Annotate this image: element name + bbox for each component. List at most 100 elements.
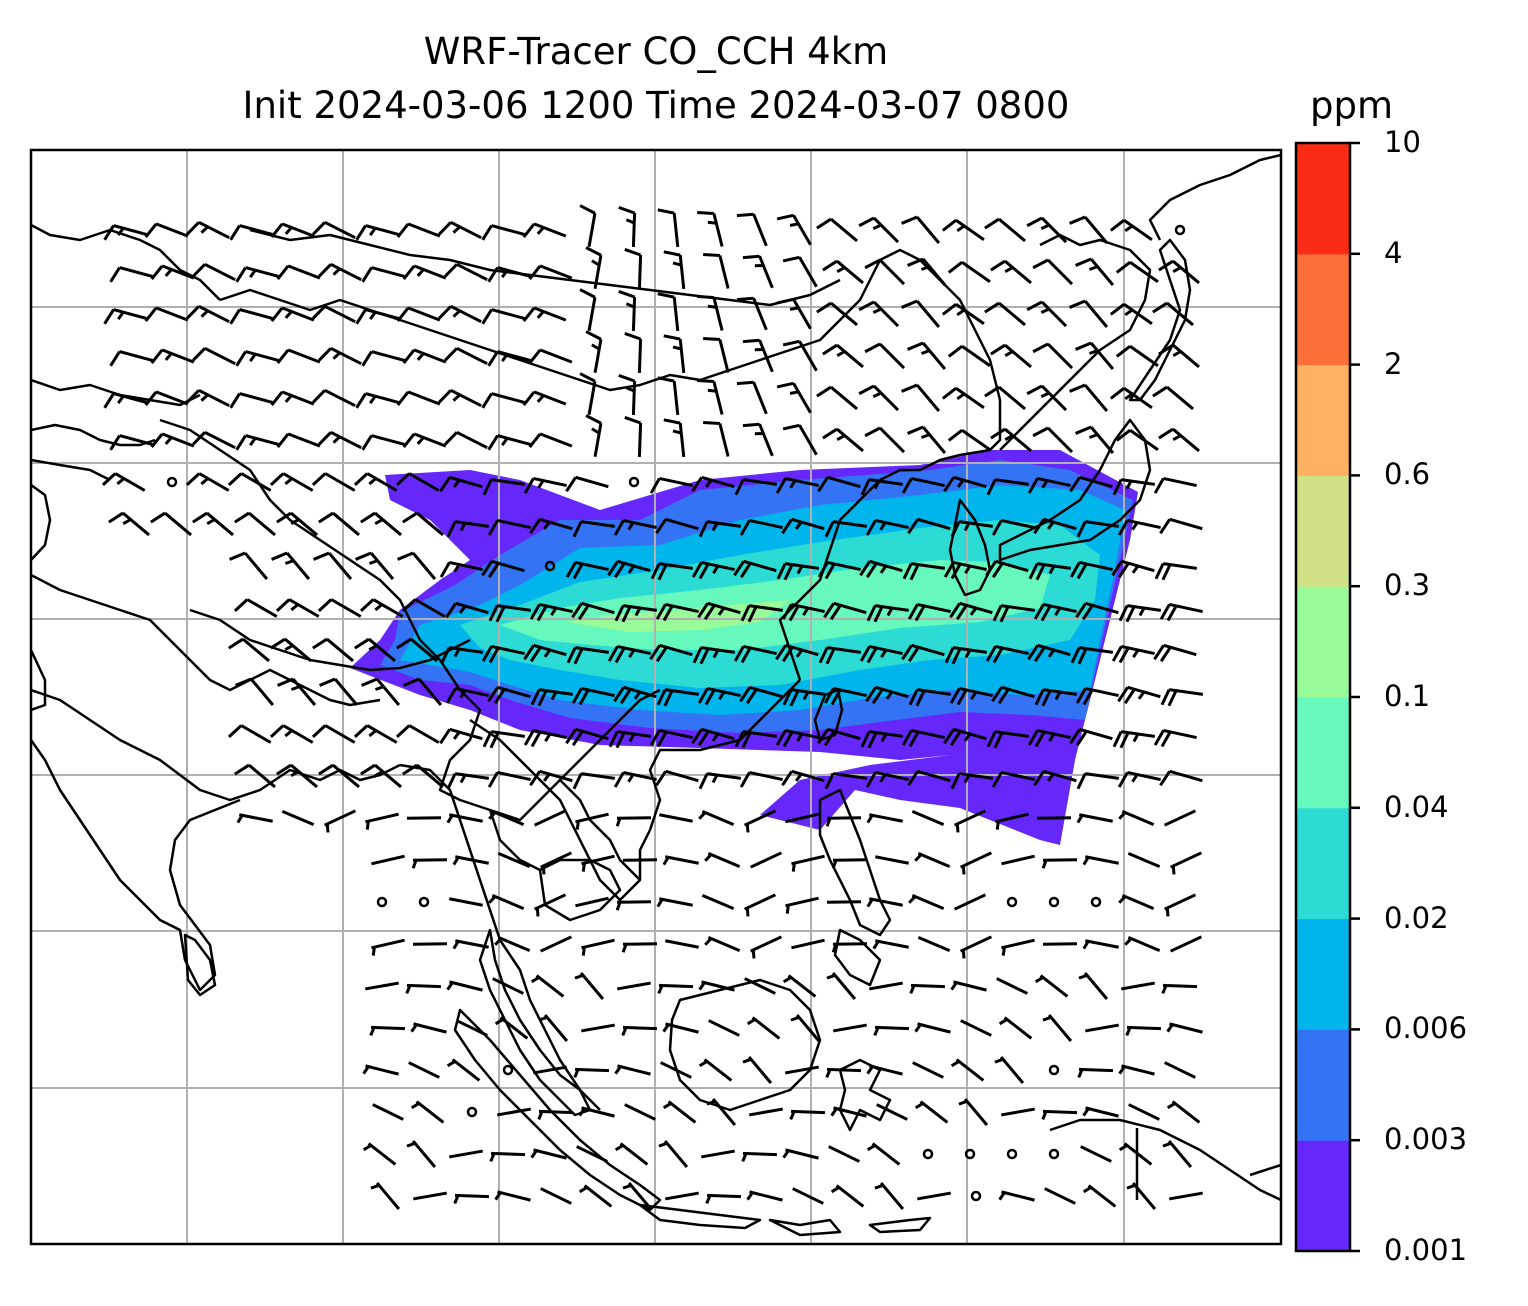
wind-barb — [234, 511, 276, 537]
wind-barb — [984, 217, 1026, 243]
wind-barb — [482, 730, 526, 749]
wind-barb — [361, 266, 405, 283]
wind-barb — [361, 350, 405, 367]
wind-barb — [192, 346, 236, 366]
wind-barb — [866, 604, 910, 623]
wind-barb — [825, 1067, 862, 1078]
wind-barb — [781, 602, 825, 622]
wind-barb — [943, 727, 987, 747]
wind-barb — [697, 601, 741, 621]
wind-barb — [1166, 1022, 1203, 1034]
wind-barb — [186, 304, 230, 324]
wind-barb — [791, 938, 825, 950]
wind-barb — [523, 476, 567, 494]
colorbar-tick-label: 0.02 — [1384, 900, 1449, 935]
wind-barb — [150, 511, 192, 537]
colorbar-tick-label: 0.003 — [1384, 1122, 1468, 1157]
wind-barb — [860, 478, 904, 496]
wind-barb — [565, 727, 609, 747]
wind-barb — [438, 388, 482, 408]
wind-barb — [101, 472, 146, 492]
colorbar-tick-label: 0.006 — [1384, 1011, 1468, 1046]
colorbar-band — [1296, 1029, 1350, 1141]
wind-barb — [270, 637, 312, 663]
wind-barb — [144, 306, 189, 322]
wind-barb — [186, 388, 230, 408]
wind-barb — [817, 727, 861, 747]
wind-barb — [318, 511, 360, 537]
wind-barb — [785, 812, 819, 824]
wind-barb — [792, 1187, 824, 1205]
wind-barb — [958, 1098, 989, 1126]
wind-barb — [1109, 303, 1153, 325]
wind-barb — [444, 262, 488, 282]
wind-barb — [1111, 559, 1155, 579]
wind-barb — [1158, 343, 1200, 369]
wind-barb — [1163, 809, 1197, 827]
wind-barb — [481, 559, 525, 579]
wind-barb — [817, 475, 861, 493]
wind-barb — [950, 1058, 985, 1082]
wind-barb — [406, 1140, 437, 1168]
wind-barb — [996, 977, 1028, 995]
wind-barb — [1032, 426, 1074, 454]
wind-barb — [657, 292, 680, 332]
wind-barb — [901, 728, 945, 748]
wind-barb — [402, 264, 447, 280]
wind-barb — [743, 809, 777, 833]
wind-barb — [1159, 602, 1203, 622]
wind-barb — [624, 1103, 656, 1121]
wind-barb — [816, 217, 858, 243]
wind-barb — [736, 380, 768, 415]
wind-barb — [697, 686, 741, 706]
wind-barb — [439, 727, 483, 745]
wind-barb — [271, 551, 311, 580]
wind-barb — [1026, 300, 1068, 328]
coast-sumatra — [453, 1008, 662, 1212]
wind-barb — [396, 637, 438, 663]
wind-barb — [734, 730, 778, 749]
wind-barb — [949, 601, 993, 621]
wind-barb — [708, 1019, 740, 1037]
wind-barb — [323, 809, 357, 833]
wind-barb — [959, 935, 993, 959]
wind-barb — [192, 262, 236, 282]
wind-barb — [782, 688, 826, 707]
colorbar-tick-label: 0.6 — [1384, 457, 1431, 492]
wind-barb — [739, 770, 783, 788]
wind-barb — [396, 306, 441, 322]
wind-barb — [1041, 1109, 1078, 1120]
wind-barb — [817, 560, 861, 580]
wind-barb — [698, 1058, 733, 1082]
wind-barb — [1115, 261, 1159, 283]
wind-barb — [494, 1016, 529, 1040]
wind-barb — [953, 809, 987, 833]
wind-barb — [874, 1182, 905, 1210]
wind-barb — [742, 422, 774, 457]
wind-barb — [943, 560, 987, 580]
wind-barb — [663, 250, 686, 290]
wind-barb — [446, 813, 483, 824]
wind-barb — [991, 518, 1035, 536]
wind-barb — [448, 1149, 484, 1159]
wind-barb — [445, 601, 489, 619]
wind-barb — [318, 763, 360, 789]
coast-west-edge — [31, 223, 221, 712]
wind-barb — [782, 339, 818, 372]
wind-barb — [1032, 342, 1074, 370]
wind-barb — [1082, 1184, 1117, 1208]
chart-title-line1: WRF-Tracer CO_CCH 4km — [423, 30, 889, 73]
coast-papua-newguinea — [1049, 1118, 1281, 1202]
colorbar-tick-label: 4 — [1384, 235, 1403, 270]
wind-barb — [742, 1056, 773, 1084]
wind-barb — [402, 763, 444, 789]
wind-barb — [992, 604, 1036, 623]
wind-barb — [749, 851, 783, 869]
wind-barb — [369, 1025, 406, 1036]
wind-barb — [233, 598, 278, 618]
wind-barb — [487, 266, 531, 283]
wind-barb — [581, 854, 615, 872]
wind-barb — [1115, 429, 1159, 451]
wind-barb — [540, 1187, 572, 1205]
wind-barb — [1070, 646, 1114, 665]
